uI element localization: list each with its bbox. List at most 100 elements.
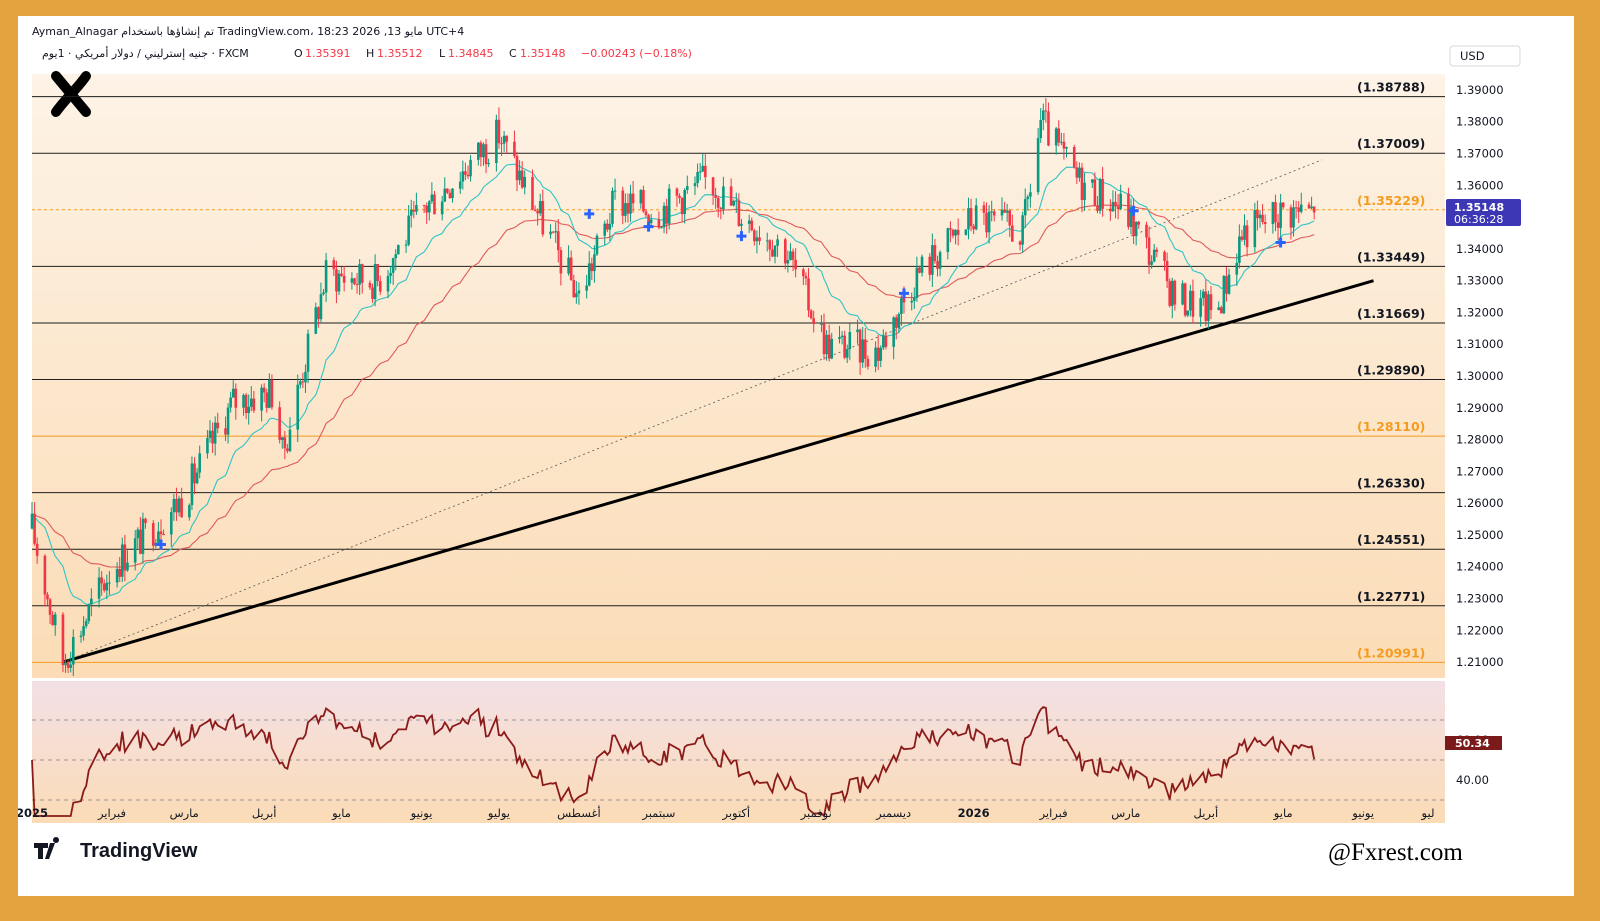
price-axis[interactable]: 1.21000 1.22000 1.23000 1.24000 1.25000 1.260… <box>1456 83 1504 669</box>
candle <box>430 194 434 202</box>
candle <box>830 338 834 359</box>
cross-marker-icon <box>155 539 166 550</box>
candle <box>639 189 643 204</box>
candle <box>61 614 65 666</box>
candle <box>286 448 289 452</box>
price-tick-label: 1.31000 <box>1456 337 1504 351</box>
candle <box>954 229 957 236</box>
cross-marker-icon <box>643 221 654 232</box>
candle <box>538 201 542 214</box>
candle <box>177 498 181 513</box>
candle <box>319 294 323 320</box>
candle <box>1041 110 1045 121</box>
candle <box>1186 310 1190 316</box>
candle <box>479 142 483 158</box>
candle <box>1181 283 1184 305</box>
candle <box>1003 209 1006 213</box>
candle <box>675 188 679 196</box>
candle <box>683 189 686 215</box>
fib-level-label: (1.26330) <box>1357 476 1425 491</box>
candle <box>1098 179 1102 211</box>
candle <box>461 171 465 182</box>
candle <box>487 163 490 165</box>
candle <box>216 422 220 429</box>
candle <box>386 275 390 292</box>
candle <box>247 406 251 414</box>
candle <box>190 463 194 506</box>
candle <box>809 310 813 319</box>
candle <box>1129 207 1133 227</box>
candle <box>518 170 521 181</box>
candle <box>662 205 666 228</box>
candle <box>845 349 849 358</box>
candle <box>335 269 338 292</box>
candle <box>719 207 723 210</box>
candle <box>502 135 506 144</box>
candle <box>443 188 447 202</box>
candle <box>1225 275 1228 294</box>
candle <box>523 176 527 188</box>
candle <box>1199 298 1202 317</box>
candle <box>1021 215 1024 245</box>
candle <box>1137 221 1141 225</box>
candle <box>858 329 862 363</box>
candle <box>105 582 109 591</box>
candle <box>711 177 715 196</box>
candle <box>1155 249 1159 252</box>
candle <box>30 513 34 529</box>
time-axis[interactable]: 2025 فبراير مارس أبريل مايو يونيو يوليو أغسطس سب… <box>18 805 1434 821</box>
candle <box>626 203 630 214</box>
candle <box>71 637 75 665</box>
candle <box>1132 207 1135 237</box>
candle <box>992 211 996 216</box>
time-tick-label: ليو <box>1421 806 1435 821</box>
candle <box>358 264 361 285</box>
candle <box>69 664 72 668</box>
candle <box>1207 294 1210 321</box>
candle <box>108 582 111 584</box>
candle <box>407 215 410 245</box>
candle <box>355 284 359 286</box>
candle <box>861 339 865 363</box>
candle <box>753 230 756 242</box>
candle <box>897 313 901 328</box>
candle <box>693 183 697 187</box>
currency-button[interactable] <box>1449 45 1521 67</box>
chart-canvas[interactable]: Ayman_Alnagar تم إنشاؤها باستخدام Tradin… <box>18 16 1574 896</box>
candle <box>657 219 661 228</box>
candle <box>376 264 379 281</box>
candle <box>789 251 792 261</box>
rsi-axis-bg <box>1445 681 1529 823</box>
candle <box>48 599 52 615</box>
candle <box>1271 202 1275 225</box>
candle <box>595 235 599 255</box>
candle <box>224 428 227 435</box>
candle <box>1093 179 1097 206</box>
ohlc-line: جنيه إسترليني / دولار أمريكي · 1يوم · FX… <box>42 46 692 60</box>
candle <box>304 371 307 383</box>
candle <box>115 568 119 583</box>
candle <box>1312 206 1316 213</box>
candle <box>391 258 395 273</box>
candle <box>1145 224 1148 238</box>
candle <box>794 259 797 270</box>
candle <box>100 577 103 584</box>
candle <box>231 388 235 398</box>
candle <box>704 165 707 178</box>
candle <box>1253 210 1257 248</box>
candle <box>603 223 607 236</box>
candle <box>234 388 238 408</box>
candle <box>1075 167 1079 178</box>
candle <box>541 201 545 235</box>
trendlines[interactable] <box>62 159 1374 664</box>
candle <box>1062 141 1066 149</box>
candle <box>812 318 815 325</box>
candle <box>175 498 178 513</box>
x-logo-icon <box>51 71 91 117</box>
candle <box>1276 222 1280 228</box>
candle <box>350 278 354 283</box>
tv-logo-icon <box>34 837 60 859</box>
candle <box>1029 192 1032 197</box>
candle <box>195 472 199 484</box>
